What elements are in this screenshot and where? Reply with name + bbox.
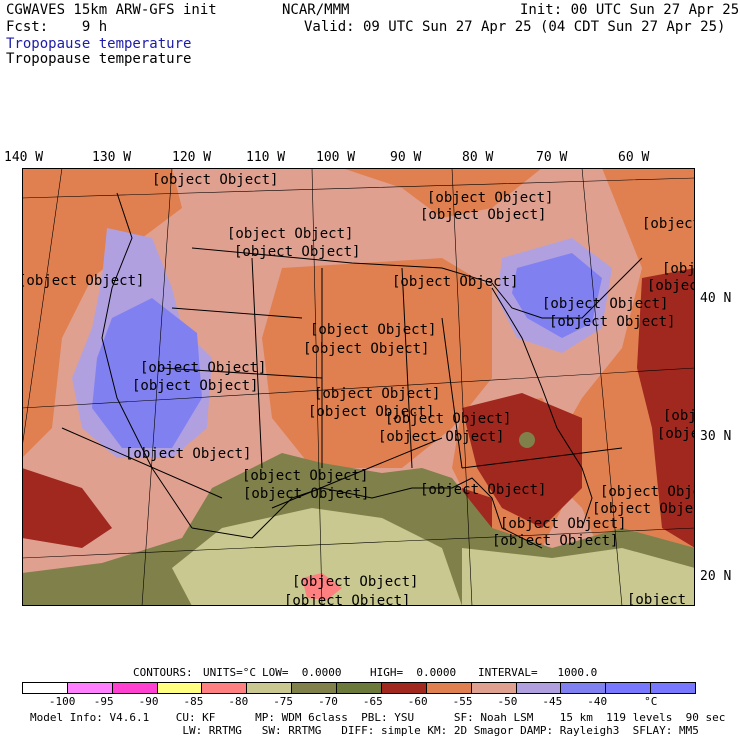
map-label: [object Object]	[663, 408, 695, 424]
colorbar-tick-label: -45	[542, 695, 563, 708]
map-label: [object Object]	[132, 378, 258, 394]
contours-low: LOW= 0.0000	[262, 666, 342, 679]
lon-label: 60 W	[618, 150, 650, 165]
lat-label: 40 N	[700, 291, 732, 306]
map-label: [object Object]	[657, 426, 695, 442]
init-time: Init: 00 UTC Sun 27 Apr 25	[520, 2, 740, 18]
lon-label: 100 W	[316, 150, 356, 165]
colorbar-swatch	[515, 682, 562, 694]
lon-label: 120 W	[172, 150, 212, 165]
map-label: [object Object]	[500, 516, 626, 532]
colorbar-tick-label: -70	[318, 695, 338, 708]
map-label: [object Object]	[140, 360, 266, 376]
colorbar-swatch	[650, 682, 696, 694]
forecast-hour: Fcst: 9 h	[6, 19, 108, 35]
map-label: [object Object]	[592, 501, 695, 517]
map-label: [object Object]	[292, 574, 418, 590]
map-label: [object Object]	[310, 322, 436, 338]
lat-label: 30 N	[700, 429, 732, 444]
map-label: [object Object]	[492, 533, 618, 549]
colorbar-tick-label: -85	[183, 695, 204, 708]
colorbar-tick-label: -60	[407, 695, 428, 708]
footer-line-2: LW: RRTMG SW: RRTMG DIFF: simple KM: 2D …	[30, 724, 699, 737]
org-label: NCAR/MMM	[282, 2, 350, 18]
lon-label: 70 W	[536, 150, 568, 165]
colorbar-tick-label: -95	[93, 695, 114, 708]
map-label: [object Object]	[308, 404, 434, 420]
colorbar-swatch	[246, 682, 293, 694]
map-label: [object Object]	[542, 296, 668, 312]
footer-line-1: Model Info: V4.6.1 CU: KF MP: WDM 6class…	[30, 711, 726, 724]
lon-label: 140 W	[4, 150, 44, 165]
contours-high: HIGH= 0.0000	[370, 666, 457, 679]
map-label: [object Object]	[427, 190, 553, 206]
field-title-shaded: Tropopause temperature	[6, 36, 192, 52]
map-label: [object Object]	[642, 216, 695, 232]
map-label: [object Object]	[420, 207, 546, 223]
colorbar-swatch	[380, 682, 427, 694]
colorbar-swatch	[605, 682, 652, 694]
colorbar-swatch	[470, 682, 517, 694]
colorbar-swatch	[22, 682, 68, 694]
colorbar-tick-label: -55	[452, 695, 473, 708]
map-plot: [object Object] [object Object] [object …	[22, 168, 695, 606]
model-title: CGWAVES 15km ARW-GFS init	[6, 2, 217, 18]
map-label: [object Object]	[662, 261, 695, 277]
colorbar-swatch	[201, 682, 248, 694]
colorbar-swatch	[66, 682, 113, 694]
field-title: Tropopause temperature	[6, 51, 192, 67]
colorbar-tick-label: -80	[228, 695, 249, 708]
map-label: [object Object]	[600, 484, 695, 500]
colorbar-swatch	[560, 682, 607, 694]
map-label: [object Object]	[549, 314, 675, 330]
colorbar-tick-label: °C	[644, 695, 658, 708]
map-label: [object Object]	[242, 468, 368, 484]
contours-units: UNITS=°C	[203, 666, 256, 679]
map-label: [object Object]	[152, 172, 278, 188]
map-label: [object Object]	[314, 386, 440, 402]
colorbar-tick-label: -50	[497, 695, 518, 708]
colorbar-swatch	[291, 682, 338, 694]
colorbar-swatch	[111, 682, 158, 694]
colorbar-tick-label: -65	[362, 695, 383, 708]
lon-label: 130 W	[92, 150, 132, 165]
map-label: [object Object]	[22, 273, 144, 289]
map-label: [object Object]	[303, 341, 429, 357]
map-label: [object Object]	[420, 482, 546, 498]
colorbar-tick-label: -100	[48, 695, 76, 708]
lon-label: 80 W	[462, 150, 494, 165]
map-label: [object Object]	[227, 226, 353, 242]
colorbar-tick-label: -75	[273, 695, 294, 708]
map-label: [object Object]	[378, 429, 504, 445]
colorbar-swatch	[336, 682, 382, 694]
map-label: [object Object]	[234, 244, 360, 260]
map-label: [object Object]	[647, 278, 695, 294]
lon-label: 90 W	[390, 150, 422, 165]
map-label: [object Object]	[125, 446, 251, 462]
lon-label: 110 W	[246, 150, 286, 165]
colorbar-tick-label: -90	[138, 695, 159, 708]
map-label: [object Object]	[284, 593, 410, 606]
map-label: [object Object]	[243, 486, 369, 502]
lat-label: 20 N	[700, 569, 732, 584]
map-label: [object Object]	[385, 411, 511, 427]
contours-label: CONTOURS:	[133, 666, 193, 679]
colorbar-tick-label: -40	[587, 695, 608, 708]
colorbar-swatch	[156, 682, 203, 694]
contours-interval: INTERVAL= 1000.0	[478, 666, 598, 679]
colorbar-swatch	[425, 682, 472, 694]
map-label: [object Object]	[392, 274, 518, 290]
map-label: [object Object]	[627, 592, 695, 606]
valid-time: Valid: 09 UTC Sun 27 Apr 25 (04 CDT Sun …	[304, 19, 726, 35]
